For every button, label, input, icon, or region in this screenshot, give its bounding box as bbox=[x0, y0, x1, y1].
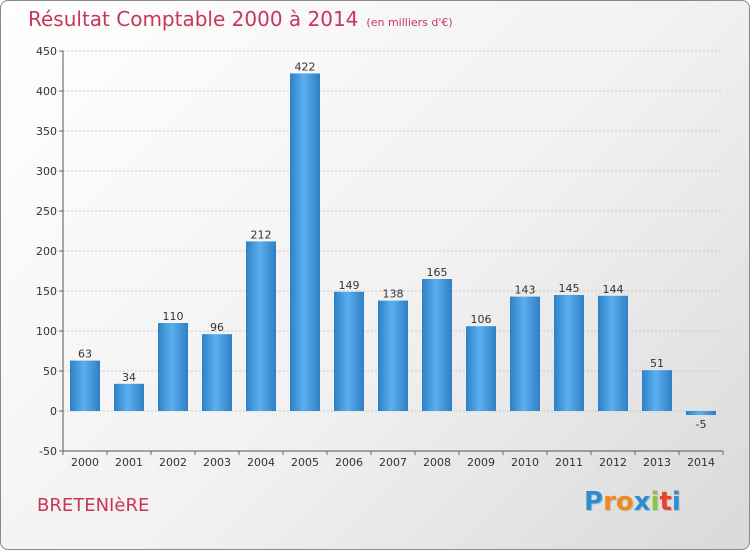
data-label: 34 bbox=[122, 371, 136, 384]
data-label: 143 bbox=[515, 284, 536, 297]
bar-2012 bbox=[598, 295, 628, 411]
bar-2014 bbox=[686, 411, 716, 415]
y-tick-label: -50 bbox=[39, 445, 57, 458]
x-tick-label: 2013 bbox=[643, 456, 671, 469]
data-label: 63 bbox=[78, 348, 92, 361]
data-label: 149 bbox=[339, 279, 360, 292]
x-tick-label: 2005 bbox=[291, 456, 319, 469]
y-tick-label: 300 bbox=[36, 165, 57, 178]
data-label: 165 bbox=[427, 266, 448, 279]
x-tick-label: 2001 bbox=[115, 456, 143, 469]
data-label: -5 bbox=[696, 418, 707, 431]
x-tick-label: 2009 bbox=[467, 456, 495, 469]
data-label: 144 bbox=[603, 283, 624, 296]
y-tick-label: 450 bbox=[36, 45, 57, 58]
x-tick-label: 2007 bbox=[379, 456, 407, 469]
bar-2006 bbox=[334, 291, 364, 411]
data-label: 96 bbox=[210, 321, 224, 334]
y-tick-label: 0 bbox=[50, 405, 57, 418]
bar-2007 bbox=[378, 300, 408, 411]
logo-letter: r bbox=[603, 487, 616, 517]
city-name: BRETENIèRE bbox=[37, 495, 150, 516]
axes bbox=[59, 50, 724, 455]
tick-labels: -50 0 50 100 150 200 250 300 350 400 450 2000 2001 20… bbox=[36, 45, 715, 469]
logo-letter: i bbox=[650, 487, 660, 517]
data-label: 212 bbox=[251, 228, 272, 241]
y-tick-label: 350 bbox=[36, 125, 57, 138]
chart-title-text: Résultat Comptable 2000 à 2014 bbox=[28, 7, 359, 31]
bar-2004 bbox=[246, 241, 276, 411]
x-tick-label: 2010 bbox=[511, 456, 539, 469]
data-label: 145 bbox=[559, 282, 580, 295]
y-tick-label: 50 bbox=[43, 365, 57, 378]
chart-title: Résultat Comptable 2000 à 2014 (en millie… bbox=[28, 7, 453, 31]
bar-2009 bbox=[466, 326, 496, 411]
x-tick-label: 2002 bbox=[159, 456, 187, 469]
bars bbox=[70, 73, 716, 415]
data-label: 106 bbox=[471, 313, 492, 326]
bar-2000 bbox=[70, 360, 100, 411]
x-tick-label: 2006 bbox=[335, 456, 363, 469]
x-tick-label: 2003 bbox=[203, 456, 231, 469]
x-tick-label: 2004 bbox=[247, 456, 275, 469]
logo-letter: x bbox=[633, 487, 651, 517]
y-tick-label: 250 bbox=[36, 205, 57, 218]
bar-2005 bbox=[290, 73, 320, 412]
logo-letter: P bbox=[584, 487, 604, 517]
chart-unit: (en milliers d'€) bbox=[366, 16, 453, 29]
data-label: 422 bbox=[295, 60, 316, 73]
x-tick-label: 2008 bbox=[423, 456, 451, 469]
bar-2013 bbox=[642, 370, 672, 411]
bar-2008 bbox=[422, 279, 452, 411]
bar-2010 bbox=[510, 296, 540, 411]
logo-letter: o bbox=[615, 487, 634, 517]
y-tick-label: 400 bbox=[36, 85, 57, 98]
x-tick-label: 2014 bbox=[687, 456, 715, 469]
bar-2002 bbox=[158, 323, 188, 411]
proxiti-logo: Proxiti bbox=[584, 487, 681, 517]
y-tick-label: 200 bbox=[36, 245, 57, 258]
bar-2001 bbox=[114, 383, 144, 411]
data-label: 51 bbox=[650, 357, 664, 370]
bar-2003 bbox=[202, 334, 232, 411]
x-tick-label: 2011 bbox=[555, 456, 583, 469]
y-tick-label: 100 bbox=[36, 325, 57, 338]
x-tick-label: 2000 bbox=[71, 456, 99, 469]
y-tick-label: 150 bbox=[36, 285, 57, 298]
data-label: 138 bbox=[383, 288, 404, 301]
x-tick-label: 2012 bbox=[599, 456, 627, 469]
data-label: 110 bbox=[163, 310, 184, 323]
logo-letter: t bbox=[659, 487, 672, 517]
logo-letter: i bbox=[671, 487, 681, 517]
data-labels: 63 34 110 96 212 422 149 138 165 106 143 145 144 51 -5 bbox=[78, 60, 706, 431]
bar-2011 bbox=[554, 295, 584, 411]
